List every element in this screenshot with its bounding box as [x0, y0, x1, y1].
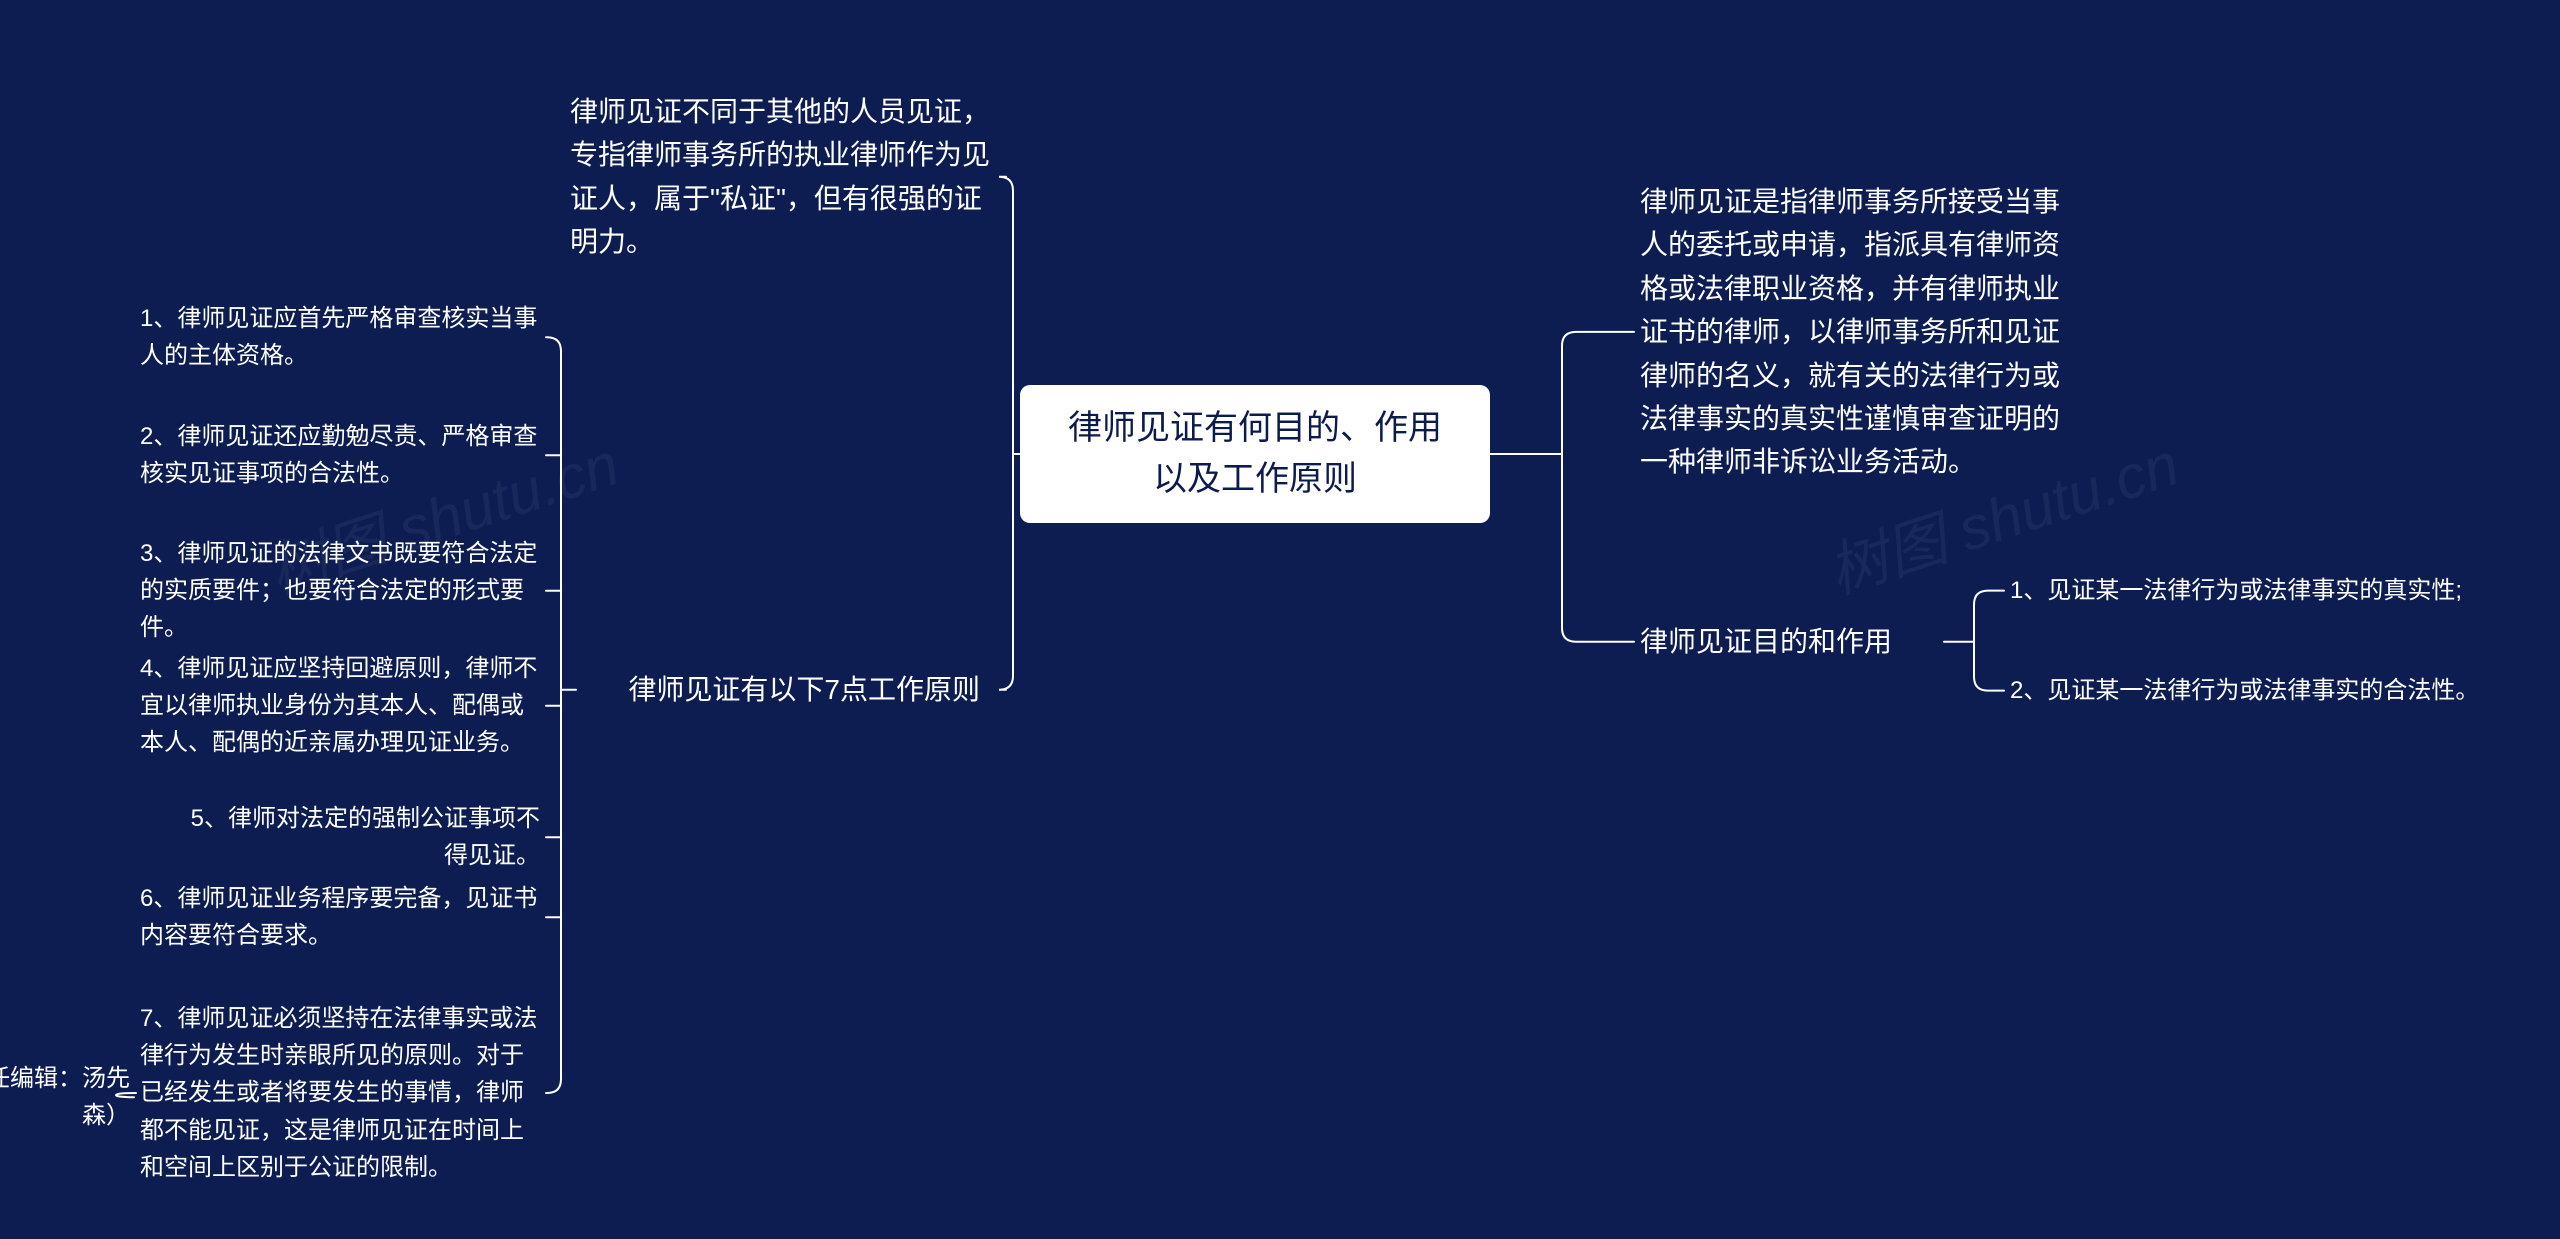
editor-credit: （责任编辑：汤先森）: [0, 1060, 130, 1134]
principles-label: 律师见证有以下7点工作原则: [580, 668, 980, 711]
right-definition: 律师见证是指律师事务所接受当事人的委托或申请，指派具有律师资格或法律职业资格，并…: [1640, 180, 2070, 484]
left-intro: 律师见证不同于其他的人员见证，专指律师事务所的执业律师作为见证人，属于"私证"，…: [570, 90, 1000, 264]
principle-7: 7、律师见证必须坚持在法律事实或法律行为发生时亲眼所见的原则。对于已经发生或者将…: [140, 1000, 540, 1186]
purpose-label: 律师见证目的和作用: [1640, 620, 1940, 663]
mindmap-canvas: 树图 shutu.cn 树图 shutu.cn 律师见证有何目的、作用 以及工作…: [0, 0, 2560, 1239]
purpose-1: 1、见证某一法律行为或法律事实的真实性;: [2010, 572, 2490, 609]
principle-5: 5、律师对法定的强制公证事项不得见证。: [180, 800, 540, 874]
principle-4: 4、律师见证应坚持回避原则，律师不宜以律师执业身份为其本人、配偶或本人、配偶的近…: [140, 650, 540, 762]
principle-1: 1、律师见证应首先严格审查核实当事人的主体资格。: [140, 300, 540, 374]
center-node: 律师见证有何目的、作用 以及工作原则: [1020, 385, 1490, 523]
purpose-2: 2、见证某一法律行为或法律事实的合法性。: [2010, 672, 2490, 709]
center-line2: 以及工作原则: [1048, 454, 1462, 505]
principle-6: 6、律师见证业务程序要完备，见证书内容要符合要求。: [140, 880, 540, 954]
principle-3: 3、律师见证的法律文书既要符合法定的实质要件；也要符合法定的形式要件。: [140, 535, 540, 647]
principle-2: 2、律师见证还应勤勉尽责、严格审查核实见证事项的合法性。: [140, 418, 540, 492]
center-line1: 律师见证有何目的、作用: [1048, 403, 1462, 454]
